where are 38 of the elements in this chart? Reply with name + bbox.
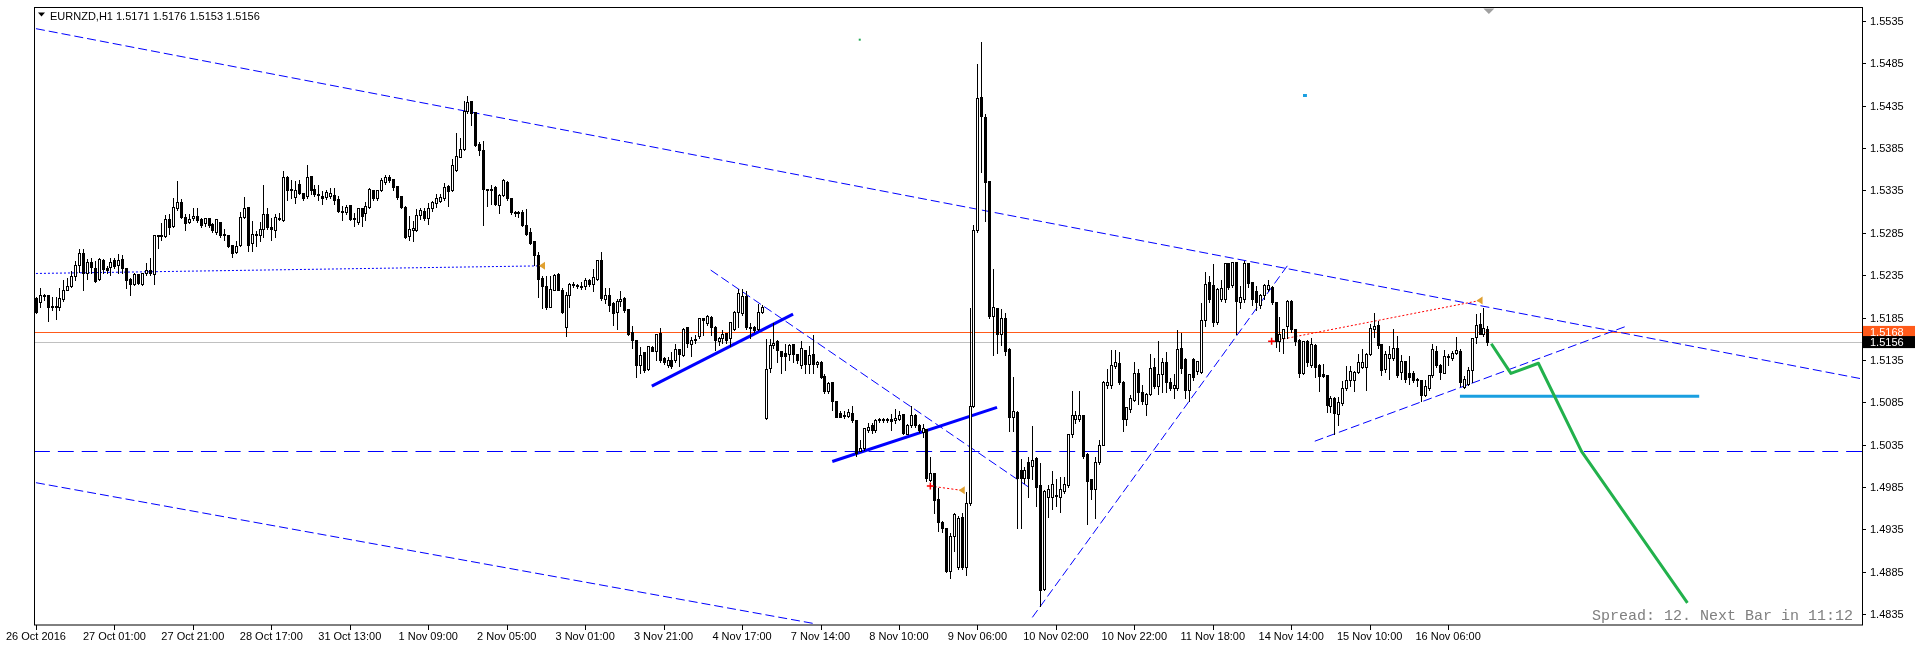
- y-tick-label: 1.5335: [1870, 184, 1904, 197]
- chart-title: EURNZD,H1 1.5171 1.5176 1.5153 1.5156: [50, 9, 260, 22]
- y-tick-label: 1.5435: [1870, 99, 1904, 112]
- y-tick-label: 1.5535: [1870, 15, 1904, 28]
- x-tick-label: 28 Oct 17:00: [239, 630, 303, 642]
- y-tick-label: 1.4985: [1870, 480, 1904, 493]
- x-tick-label: 16 Nov 06:00: [1415, 630, 1481, 642]
- x-tick-label: 7 Nov 14:00: [790, 630, 851, 642]
- x-tick-label: 31 Oct 13:00: [318, 630, 382, 642]
- y-tick-label: 1.5185: [1870, 311, 1904, 324]
- y-tick-label: 1.5035: [1870, 438, 1904, 451]
- x-tick-label: 10 Nov 22:00: [1101, 630, 1168, 642]
- x-tick-label: 26 Oct 2016: [5, 630, 66, 642]
- ref-line-label: 1.5156: [1870, 336, 1904, 349]
- x-tick-label: 4 Nov 17:00: [712, 630, 772, 642]
- y-tick-label: 1.5235: [1870, 269, 1904, 282]
- x-tick-label: 2 Nov 05:00: [477, 630, 537, 642]
- x-tick-label: 3 Nov 01:00: [555, 630, 615, 642]
- x-tick-label: 15 Nov 10:00: [1336, 630, 1403, 642]
- y-tick-label: 1.4935: [1870, 523, 1904, 536]
- x-tick-label: 10 Nov 02:00: [1023, 630, 1089, 642]
- annotation: Spread: 12. Next Bar in 11:12: [1591, 608, 1853, 625]
- y-tick-label: 1.5135: [1870, 353, 1904, 366]
- x-tick-label: 27 Oct 01:00: [82, 630, 146, 642]
- x-tick-label: 11 Nov 18:00: [1180, 630, 1246, 642]
- x-tick-label: 27 Oct 21:00: [161, 630, 225, 642]
- x-tick-label: 9 Nov 06:00: [947, 630, 1008, 642]
- y-tick-label: 1.5485: [1870, 57, 1904, 70]
- y-tick-label: 1.5285: [1870, 226, 1904, 239]
- y-tick-label: 1.5385: [1870, 142, 1904, 155]
- x-tick-label: 8 Nov 10:00: [869, 630, 929, 642]
- x-tick-label: 3 Nov 21:00: [633, 630, 694, 642]
- x-tick-label: 14 Nov 14:00: [1258, 630, 1324, 642]
- x-tick-label: 1 Nov 09:00: [398, 630, 458, 642]
- ref-line-label: 1.5168: [1870, 325, 1904, 338]
- y-tick-label: 1.4885: [1870, 565, 1904, 578]
- y-tick-label: 1.5085: [1870, 396, 1904, 409]
- y-tick-label: 1.4835: [1870, 607, 1904, 620]
